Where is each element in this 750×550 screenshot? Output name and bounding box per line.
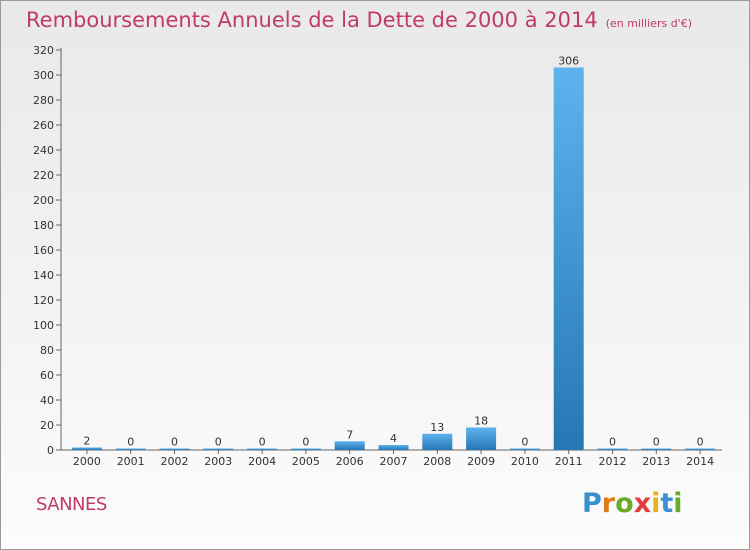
bar-2005 [290,448,321,450]
bar-2000 [71,447,102,450]
bar-2011 [553,67,584,450]
x-tick-label: 2012 [599,455,627,468]
x-tick-label: 2013 [642,455,670,468]
bar-2002 [159,448,190,450]
x-tick-label: 2003 [204,455,232,468]
bar-2003 [203,448,234,450]
y-tick-label: 280 [33,94,54,107]
chart-title-text: Remboursements Annuels de la Dette de 20… [26,8,598,32]
bar-value-label: 0 [127,436,134,449]
bar-value-label: 13 [430,421,444,434]
logo-letter: r [601,488,616,519]
bar-2006 [334,441,365,450]
bar-value-label: 0 [609,436,616,449]
logo-letter: P [582,488,602,519]
y-tick-label: 220 [33,169,54,182]
bar-2014 [685,448,716,450]
bar-2008 [422,433,453,450]
bar-value-label: 2 [83,435,90,448]
y-tick-label: 20 [40,419,54,432]
bar-2009 [466,427,497,450]
logo-letter: i [673,488,683,519]
logo-letter: x [633,488,652,519]
chart-unit: (en milliers d'€) [605,17,692,30]
chart-bars: 2 0 0 0 0 0 7 4 13 18 0 306 0 0 0 [71,55,716,450]
x-tick-label: 2001 [117,455,145,468]
bar-value-label: 0 [697,436,704,449]
logo-letter: i [651,488,661,519]
y-tick-label: 200 [33,194,54,207]
proxiti-logo[interactable]: Proxiti [582,488,683,519]
bar-value-label: 7 [346,428,353,441]
y-tick-label: 60 [40,369,54,382]
bar-2001 [115,448,146,450]
town-name: SANNES [36,494,107,515]
y-tick-label: 180 [33,219,54,232]
y-tick-label: 260 [33,119,54,132]
x-tick-label: 2007 [380,455,408,468]
x-tick-label: 2004 [248,455,276,468]
logo-letter: t [660,488,674,519]
y-tick-label: 100 [33,319,54,332]
bar-value-label: 4 [390,432,397,445]
bar-value-label: 0 [259,436,266,449]
chart-title: Remboursements Annuels de la Dette de 20… [26,8,692,32]
bar-value-label: 0 [521,436,528,449]
logo-letter: o [615,488,634,519]
bar-2013 [641,448,672,450]
x-tick-label: 2002 [161,455,189,468]
bar-2010 [509,448,540,450]
x-tick-label: 2009 [467,455,495,468]
y-tick-label: 40 [40,394,54,407]
y-tick-label: 140 [33,269,54,282]
x-tick-label: 2011 [555,455,583,468]
x-tick-label: 2005 [292,455,320,468]
bar-value-label: 0 [653,436,660,449]
bar-2007 [378,445,409,450]
y-tick-label: 300 [33,69,54,82]
x-tick-label: 2010 [511,455,539,468]
y-tick-label: 160 [33,244,54,257]
x-tick-label: 2000 [73,455,101,468]
y-tick-label: 240 [33,144,54,157]
y-tick-label: 320 [33,44,54,57]
bar-2004 [247,448,278,450]
y-tick-label: 120 [33,294,54,307]
bar-value-label: 0 [215,436,222,449]
x-tick-label: 2014 [686,455,714,468]
bar-value-label: 18 [474,415,488,428]
y-tick-label: 0 [47,444,54,457]
bar-value-label: 0 [302,436,309,449]
bar-value-label: 306 [558,55,579,68]
y-tick-label: 80 [40,344,54,357]
bar-2012 [597,448,628,450]
bar-value-label: 0 [171,436,178,449]
x-tick-label: 2006 [336,455,364,468]
x-tick-label: 2008 [423,455,451,468]
chart-axes: 0204060801001201401601802002202402602803… [33,44,722,468]
